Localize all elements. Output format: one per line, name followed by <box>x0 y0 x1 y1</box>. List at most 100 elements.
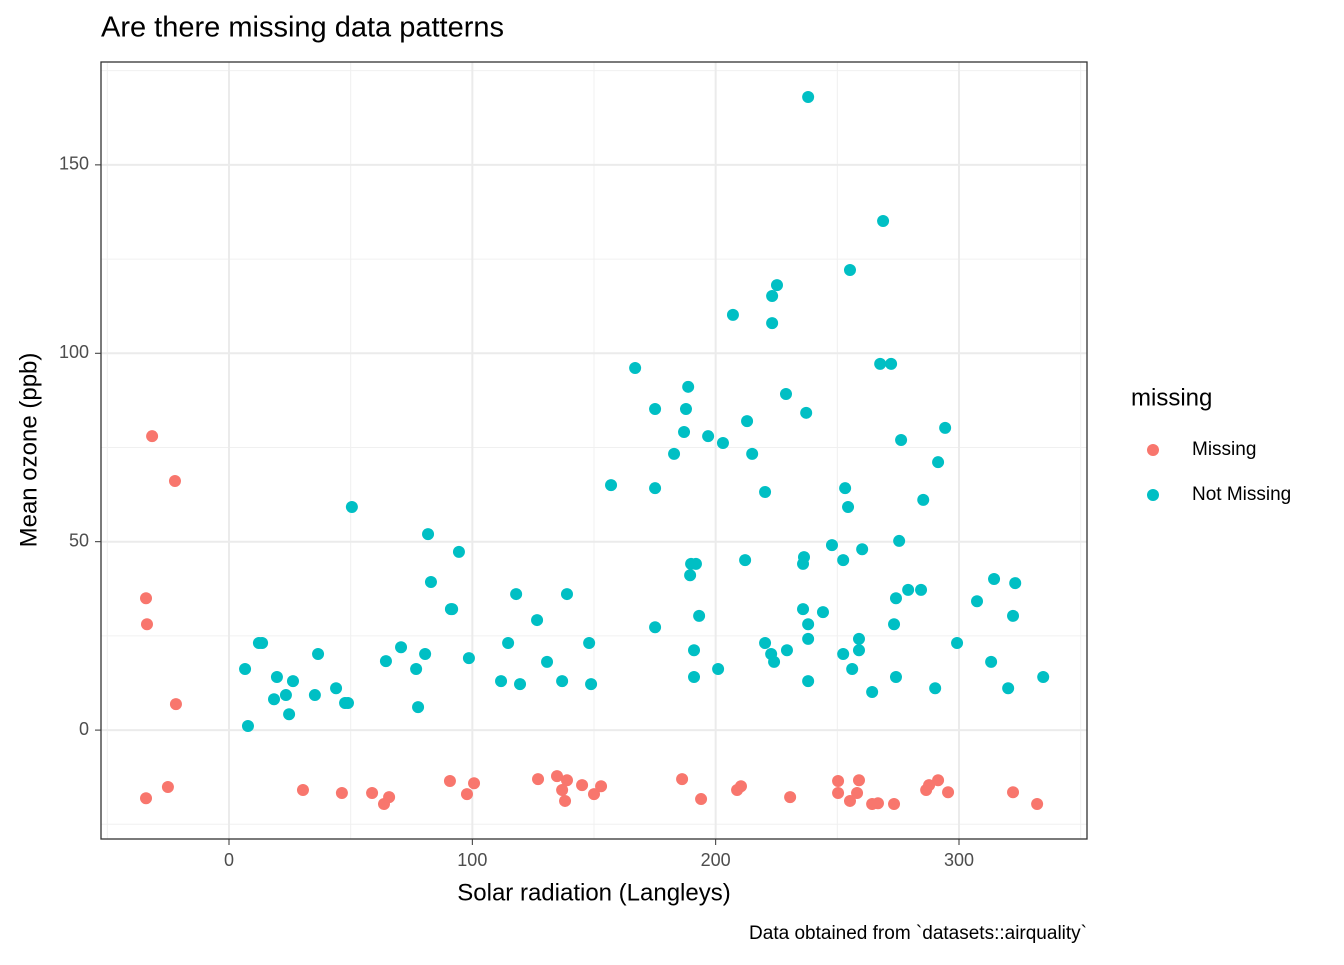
point <box>678 426 691 439</box>
point <box>1037 670 1050 683</box>
point <box>797 551 810 564</box>
caption: Data obtained from `datasets::airquality… <box>749 923 1087 944</box>
point <box>877 215 890 228</box>
point <box>556 784 569 797</box>
point <box>893 534 906 547</box>
point <box>832 787 845 800</box>
point <box>161 780 174 793</box>
point <box>256 637 269 650</box>
point <box>140 592 153 605</box>
x-tick-label: 0 <box>224 850 234 870</box>
point <box>679 403 692 416</box>
point <box>422 528 435 541</box>
point <box>531 614 544 627</box>
x-tick-label: 100 <box>457 850 487 870</box>
point <box>1009 577 1022 590</box>
point <box>915 583 928 596</box>
point <box>885 357 898 370</box>
point <box>688 670 701 683</box>
point <box>583 637 596 650</box>
point <box>452 545 465 558</box>
point <box>802 675 815 688</box>
y-tick-label: 100 <box>59 342 89 362</box>
point <box>768 655 781 668</box>
point <box>283 708 296 721</box>
point <box>923 779 936 792</box>
point <box>939 421 952 434</box>
point <box>239 663 252 676</box>
point <box>532 773 545 786</box>
point <box>951 637 964 650</box>
point <box>684 569 697 582</box>
point <box>779 387 792 400</box>
point <box>917 493 930 506</box>
point <box>629 361 642 374</box>
point <box>560 588 573 601</box>
point <box>843 794 856 807</box>
point <box>852 644 865 657</box>
point <box>856 543 869 556</box>
point <box>270 670 283 683</box>
point <box>695 793 708 806</box>
point <box>888 618 901 631</box>
point <box>241 719 254 732</box>
point <box>837 647 850 660</box>
point <box>341 696 354 709</box>
point <box>802 91 815 104</box>
point <box>541 655 554 668</box>
point <box>585 678 598 691</box>
point <box>595 780 608 793</box>
point <box>649 403 662 416</box>
point <box>842 501 855 514</box>
point <box>462 652 475 665</box>
point <box>510 588 523 601</box>
point <box>985 655 998 668</box>
x-tick-label: 200 <box>701 850 731 870</box>
point <box>446 603 459 616</box>
point <box>279 689 292 702</box>
point <box>739 554 752 567</box>
point <box>1031 797 1044 810</box>
point <box>716 436 729 449</box>
point <box>988 572 1001 585</box>
point <box>837 554 850 567</box>
legend-marker <box>1147 489 1159 501</box>
point <box>802 632 815 645</box>
point <box>668 447 681 460</box>
point <box>932 456 945 469</box>
point <box>410 663 423 676</box>
point <box>866 686 879 699</box>
point <box>802 618 815 631</box>
point <box>889 670 902 683</box>
point <box>146 430 159 443</box>
point <box>871 797 884 810</box>
point <box>852 774 865 787</box>
legend-marker <box>1147 444 1159 456</box>
point <box>689 557 702 570</box>
point <box>1007 786 1020 799</box>
x-axis-label: Solar radiation (Langleys) <box>457 879 730 906</box>
y-axis-label: Mean ozone (ppb) <box>15 353 42 548</box>
point <box>734 780 747 793</box>
point <box>649 482 662 495</box>
point <box>649 621 662 634</box>
point <box>759 637 772 650</box>
point <box>784 791 797 804</box>
point <box>766 317 779 330</box>
point <box>296 784 309 797</box>
legend-title: missing <box>1131 384 1212 411</box>
point <box>851 787 864 800</box>
point <box>140 618 153 631</box>
point <box>551 770 564 783</box>
point <box>816 606 829 619</box>
point <box>843 264 856 277</box>
point <box>395 641 408 654</box>
point <box>971 595 984 608</box>
point <box>929 682 942 695</box>
point <box>726 308 739 321</box>
chart-title: Are there missing data patterns <box>101 12 504 44</box>
point <box>702 430 715 443</box>
point <box>169 698 182 711</box>
point <box>770 279 783 292</box>
point <box>895 433 908 446</box>
